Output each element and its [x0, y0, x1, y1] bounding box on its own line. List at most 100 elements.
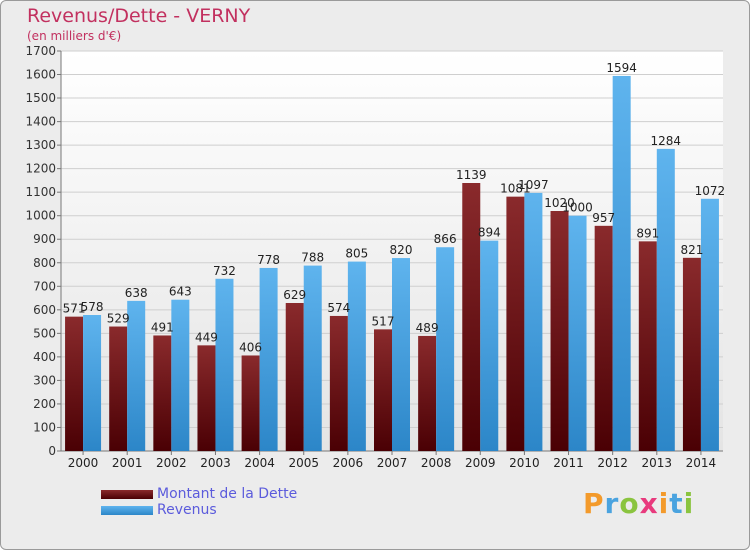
legend-label-debt: Montant de la Dette: [157, 486, 298, 502]
data-label-revenue: 820: [390, 243, 413, 257]
bar-debt: [506, 196, 525, 451]
data-label-debt: 489: [416, 321, 439, 335]
bar-debt: [550, 211, 569, 451]
proxiti-logo: Proxiti: [583, 487, 694, 520]
y-tick-label: 1500: [25, 91, 56, 105]
logo-letter: x: [639, 487, 659, 520]
x-tick-label: 2011: [553, 456, 584, 470]
x-tick-label: 2002: [156, 456, 187, 470]
data-label-revenue: 1000: [562, 201, 593, 215]
bar-revenue: [171, 299, 190, 451]
data-label-debt: 529: [107, 312, 130, 326]
bar-revenue: [436, 247, 455, 451]
bar-revenue: [259, 267, 278, 451]
bar-debt: [329, 315, 348, 451]
bar-debt: [682, 257, 701, 451]
x-tick-label: 2007: [377, 456, 408, 470]
bar-debt: [285, 303, 304, 451]
x-tick-label: 2010: [509, 456, 540, 470]
data-label-debt: 821: [680, 243, 703, 257]
y-tick-label: 800: [33, 256, 56, 270]
bar-debt: [109, 326, 128, 451]
logo-letter: o: [619, 487, 640, 520]
data-label-debt: 449: [195, 330, 218, 344]
bar-revenue: [612, 75, 631, 452]
data-label-debt: 891: [636, 226, 659, 240]
bar-revenue: [347, 261, 366, 451]
data-label-revenue: 1594: [606, 61, 637, 75]
bar-debt: [241, 355, 260, 451]
logo-letter: r: [604, 487, 620, 520]
legend-label-revenue: Revenus: [157, 502, 217, 518]
y-tick-label: 400: [33, 350, 56, 364]
y-tick-label: 600: [33, 303, 56, 317]
bar-revenue: [656, 148, 675, 451]
bar-debt: [462, 183, 481, 451]
y-tick-label: 700: [33, 279, 56, 293]
data-label-debt: 1139: [456, 168, 487, 182]
y-tick-label: 1600: [25, 68, 56, 82]
y-tick-label: 900: [33, 232, 56, 246]
data-label-revenue: 578: [81, 300, 104, 314]
y-tick-label: 300: [33, 373, 56, 387]
data-label-revenue: 866: [434, 232, 457, 246]
legend-swatch-revenue: [101, 506, 153, 515]
y-tick-label: 200: [33, 397, 56, 411]
bar-revenue: [215, 278, 234, 451]
data-label-revenue: 778: [257, 253, 280, 267]
bar-revenue: [83, 315, 102, 451]
bar-debt: [418, 335, 437, 451]
y-tick-label: 1200: [25, 162, 56, 176]
bar-revenue: [127, 300, 146, 451]
y-tick-label: 1300: [25, 138, 56, 152]
data-label-debt: 571: [63, 302, 86, 316]
y-tick-label: 0: [48, 444, 56, 458]
x-tick-label: 2003: [200, 456, 231, 470]
data-label-revenue: 1097: [518, 178, 549, 192]
bar-revenue: [303, 265, 322, 451]
x-tick-label: 2004: [244, 456, 275, 470]
x-tick-label: 2008: [421, 456, 452, 470]
y-tick-label: 500: [33, 326, 56, 340]
x-tick-label: 2009: [465, 456, 496, 470]
bar-debt: [65, 316, 84, 451]
x-tick-label: 2013: [642, 456, 673, 470]
x-tick-label: 2001: [112, 456, 143, 470]
bar-debt: [197, 345, 216, 451]
data-label-debt: 1020: [544, 196, 575, 210]
logo-letter: i: [658, 487, 670, 520]
legend-swatch-debt: [101, 490, 153, 499]
x-tick-label: 2005: [288, 456, 319, 470]
data-label-debt: 517: [372, 314, 395, 328]
data-label-debt: 1081: [500, 182, 531, 196]
data-label-revenue: 805: [345, 247, 368, 261]
data-label-revenue: 894: [478, 226, 501, 240]
y-tick-label: 1700: [25, 44, 56, 58]
y-tick-label: 1400: [25, 115, 56, 129]
bar-debt: [374, 329, 392, 451]
data-label-revenue: 1072: [695, 184, 726, 198]
y-tick-label: 1100: [25, 185, 56, 199]
bar-revenue: [524, 192, 543, 451]
data-label-debt: 629: [283, 288, 306, 302]
bar-revenue: [480, 240, 499, 451]
logo-letter: t: [669, 487, 684, 520]
logo-letter: P: [583, 487, 605, 520]
data-label-revenue: 1284: [651, 134, 682, 148]
bar-revenue: [568, 215, 587, 451]
y-tick-label: 1000: [25, 209, 56, 223]
data-label-revenue: 732: [213, 264, 236, 278]
bar-revenue: [392, 258, 410, 451]
x-tick-label: 2014: [686, 456, 717, 470]
chart-subtitle: (en milliers d'€): [27, 29, 122, 43]
bar-debt: [594, 225, 613, 451]
data-label-revenue: 788: [301, 251, 324, 265]
data-label-revenue: 643: [169, 285, 192, 299]
data-label-debt: 406: [239, 340, 262, 354]
x-tick-label: 2000: [68, 456, 99, 470]
logo-letter: i: [683, 487, 695, 520]
y-tick-label: 100: [33, 420, 56, 434]
x-tick-label: 2006: [333, 456, 364, 470]
